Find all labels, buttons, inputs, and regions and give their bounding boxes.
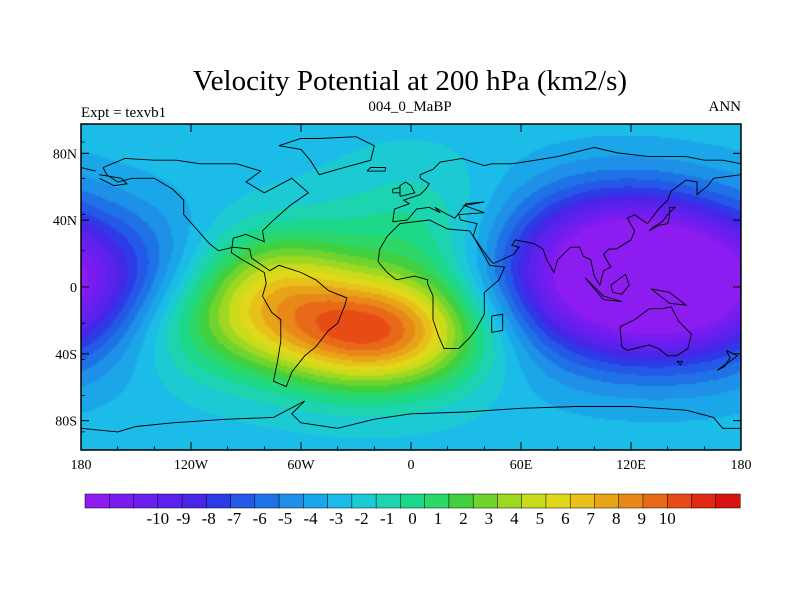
colorbar-label: 8 xyxy=(612,509,621,528)
colorbar-swatch xyxy=(545,493,571,509)
colorbar-label: 7 xyxy=(587,509,596,528)
x-tick-label: 120E xyxy=(616,458,646,473)
y-tick-label: 40N xyxy=(53,214,77,229)
colorbar-swatch xyxy=(375,493,401,509)
colorbar-label: 3 xyxy=(485,509,494,528)
coastline-18 xyxy=(81,400,741,433)
colorbar-swatch xyxy=(133,493,159,509)
colorbar: -10 -9 -8 -7 -6 -5 -4 -3 -2 -1 0 1 2 3 4 5 6 7 8 9 10 xyxy=(84,493,741,528)
colorbar-label: 10 xyxy=(659,509,676,528)
colorbar-swatch xyxy=(351,493,377,509)
colorbar-swatch xyxy=(303,493,329,509)
colorbar-swatch xyxy=(181,493,207,509)
x-tick-label: 180 xyxy=(71,458,92,473)
colorbar-swatch xyxy=(666,493,693,509)
x-tick-label: 60E xyxy=(510,458,533,473)
x-tick-label: 120W xyxy=(174,458,209,473)
colorbar-label: 4 xyxy=(510,509,519,528)
x-tick-label: 60W xyxy=(287,458,315,473)
colorbar-label: 1 xyxy=(434,509,443,528)
colorbar-label: -6 xyxy=(253,509,267,528)
colorbar-label: 0 xyxy=(408,509,417,528)
coastline-4 xyxy=(491,313,504,333)
coastline-12 xyxy=(584,277,622,302)
x-tick-label: 180 xyxy=(731,458,752,473)
colorbar-swatch xyxy=(84,493,110,509)
y-tick-label: 40S xyxy=(55,348,77,363)
colorbar-label: -10 xyxy=(146,509,169,528)
colorbar-swatch xyxy=(642,493,668,509)
colorbar-swatch xyxy=(618,493,644,509)
colorbar-swatch xyxy=(400,493,426,509)
colorbar-label: -1 xyxy=(380,509,394,528)
coastline-0 xyxy=(102,157,348,388)
colorbar-swatch xyxy=(327,493,353,509)
coastline-3 xyxy=(377,219,506,350)
velocity-potential-field xyxy=(81,124,741,450)
colorbar-label: 9 xyxy=(638,509,647,528)
colorbar-label: 2 xyxy=(459,509,468,528)
coastline-15 xyxy=(619,306,692,357)
coastline-5 xyxy=(392,147,741,222)
colorbar-swatch xyxy=(206,493,232,509)
coastline-16 xyxy=(676,360,684,366)
experiment-label: Expt = texvb1 xyxy=(81,105,166,121)
run-label: 004_0_MaBP xyxy=(368,99,451,115)
contour-fill-image xyxy=(81,124,741,450)
coastline-10 xyxy=(366,167,386,172)
colorbar-label: 6 xyxy=(561,509,570,528)
colorbar-swatch xyxy=(254,493,280,509)
colorbar-swatch xyxy=(715,493,741,509)
colorbar-label: -3 xyxy=(329,509,343,528)
y-tick-label: 80N xyxy=(53,147,77,162)
colorbar-label: -7 xyxy=(227,509,242,528)
colorbar-swatch xyxy=(594,493,620,509)
coastline-layer xyxy=(81,136,741,433)
x-tick-label: 0 xyxy=(408,458,415,473)
colorbar-label: -9 xyxy=(176,509,190,528)
coastline-6 xyxy=(81,167,96,172)
colorbar-swatch xyxy=(521,493,547,509)
coastline-17 xyxy=(716,349,739,371)
colorbar-swatch xyxy=(497,493,523,509)
coastline-1 xyxy=(99,174,128,187)
colorbar-swatch xyxy=(424,493,450,509)
coastline-14 xyxy=(650,288,688,306)
colorbar-swatch xyxy=(448,493,474,509)
colorbar-label: -5 xyxy=(278,509,292,528)
colorbar-swatch xyxy=(157,493,183,509)
colorbar-swatch xyxy=(472,493,498,509)
colorbar-swatch xyxy=(109,493,135,509)
colorbar-swatch xyxy=(278,493,304,509)
y-tick-label: 0 xyxy=(70,281,77,296)
coastline-2 xyxy=(278,136,375,176)
colorbar-label: -2 xyxy=(354,509,368,528)
coastline-11 xyxy=(648,206,677,232)
colorbar-swatch xyxy=(691,493,717,509)
y-tick-label: 80S xyxy=(55,415,77,430)
colorbar-label: 5 xyxy=(536,509,545,528)
chart-title: Velocity Potential at 200 hPa (km2/s) xyxy=(193,65,627,97)
colorbar-swatch xyxy=(230,493,256,509)
coastline-13 xyxy=(610,273,630,295)
coastline-9 xyxy=(392,186,401,194)
y-axis: 80N 40N 0 40S 80S xyxy=(53,141,741,433)
season-label: ANN xyxy=(709,99,742,115)
colorbar-swatch xyxy=(569,493,596,509)
colorbar-label: -4 xyxy=(304,509,319,528)
x-axis: 180 120W 60W 0 60E 120E 180 xyxy=(71,124,752,473)
colorbar-label: -8 xyxy=(202,509,216,528)
coastline-7 xyxy=(392,174,741,287)
